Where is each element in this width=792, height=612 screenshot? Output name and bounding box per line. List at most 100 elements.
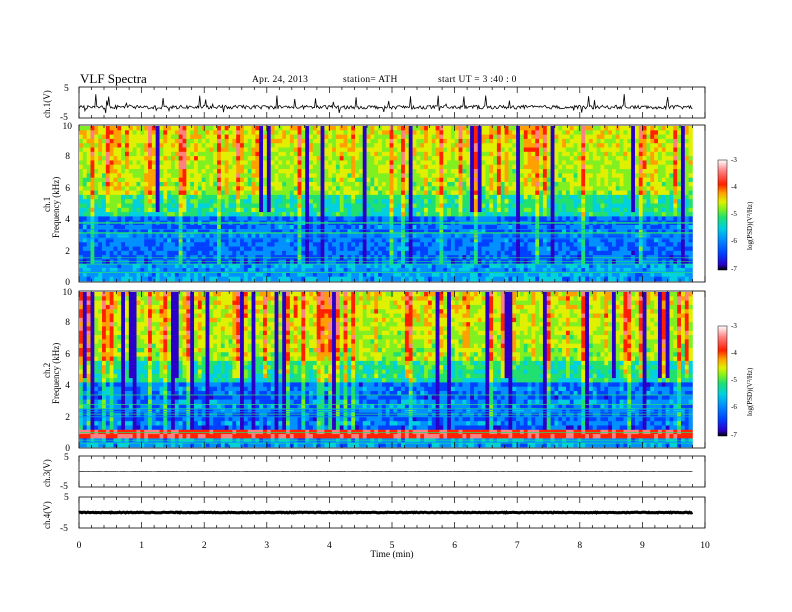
spectrogram-cell — [381, 229, 387, 234]
spectrogram-cell — [665, 156, 670, 161]
spectrogram-cell — [366, 216, 371, 222]
spectrogram-cell — [186, 246, 191, 252]
spectrogram-cell — [297, 130, 302, 135]
spectrogram-cell — [443, 199, 448, 204]
spectrogram-cell — [554, 156, 559, 161]
spectrogram-cell — [102, 138, 107, 144]
spectrogram-cell — [489, 151, 494, 157]
spectrogram-cell — [546, 237, 551, 243]
spectrogram-cell — [489, 229, 494, 234]
spectrogram-cell — [324, 164, 329, 170]
spectrogram-cell — [286, 169, 291, 174]
spectrogram-cell — [236, 156, 241, 161]
spectrogram-cell — [420, 126, 425, 131]
spectrogram-cell — [109, 216, 114, 222]
spectrogram-cell — [496, 151, 502, 157]
spectrogram-cell — [516, 237, 521, 243]
spectrogram-cell — [201, 130, 206, 135]
spectrogram-cell — [615, 237, 620, 243]
spectrogram-cell — [504, 164, 509, 170]
spectrogram-cell — [205, 246, 210, 252]
spectrogram-cell — [82, 212, 87, 217]
spectrogram-cell — [493, 169, 498, 174]
spectrogram-cell — [171, 177, 176, 183]
spectrogram-cell — [174, 160, 179, 166]
spectrogram-cell — [512, 173, 517, 178]
spectrogram-cell — [117, 216, 122, 222]
spectrogram-cell — [562, 156, 567, 161]
spectrogram-cell — [132, 151, 137, 157]
spectrogram-cell — [408, 237, 413, 243]
spectrogram-cell — [420, 190, 425, 196]
spectrogram-cell — [638, 147, 643, 153]
spectrogram-cell — [688, 216, 693, 222]
spectrogram-cell — [454, 130, 459, 135]
spectrogram-cell — [554, 225, 559, 230]
spectrogram-cell — [669, 181, 674, 187]
spectrogram-cell — [565, 143, 571, 148]
spectrogram-cell — [270, 220, 275, 226]
spectrogram-cell — [473, 156, 479, 161]
spectrogram-cell — [328, 212, 333, 217]
spectrogram-cell — [531, 250, 536, 256]
spectrogram-cell — [190, 229, 195, 234]
spectrogram-cell — [381, 164, 387, 170]
spectrogram-cell — [638, 203, 643, 209]
spectrogram-cell — [458, 225, 463, 230]
spectrogram-cell — [155, 237, 160, 243]
spectrogram-cell — [232, 203, 237, 209]
spectrogram-cell — [439, 164, 444, 170]
spectrogram-cell — [117, 237, 122, 243]
spectrogram-cell — [588, 169, 594, 174]
spectrogram-cell — [136, 151, 141, 157]
spectrogram-cell — [554, 181, 559, 187]
spectrogram-cell — [159, 225, 164, 230]
spectrogram-cell — [362, 250, 367, 256]
spectrogram-cell — [309, 250, 314, 256]
spectrogram-cell — [278, 212, 283, 217]
spectrogram-cell — [144, 190, 149, 196]
spectrogram-cell — [401, 237, 406, 243]
spectrogram-cell — [600, 203, 605, 209]
spectrogram-cell — [194, 134, 199, 140]
spectrogram-cell — [309, 237, 314, 243]
spectrogram-cell — [381, 237, 387, 243]
spectrogram-cell — [343, 199, 348, 204]
spectrogram-cell — [286, 207, 291, 213]
spectrogram-cell — [393, 151, 398, 157]
spectrogram-cell — [385, 134, 390, 140]
spectrogram-cell — [615, 242, 620, 247]
spectrogram-cell — [684, 181, 689, 187]
spectrogram-cell — [516, 186, 521, 191]
spectrogram-cell — [121, 143, 126, 148]
spectrogram-cell — [596, 143, 601, 148]
spectrogram-cell — [427, 147, 433, 153]
spectrogram-cell — [182, 134, 187, 140]
spectrogram-cell — [316, 130, 321, 135]
spectrogram-cell — [550, 173, 555, 178]
spectrogram-cell — [289, 233, 295, 239]
spectrogram-cell — [370, 207, 375, 213]
spectrogram-cell — [167, 242, 172, 247]
spectrogram-cell — [355, 156, 360, 161]
spectrogram-cell — [454, 216, 459, 222]
spectrogram-cell — [217, 194, 222, 200]
spectrogram-cell — [201, 151, 206, 157]
spectrogram-cell — [508, 177, 513, 183]
spectrogram-cell — [665, 216, 670, 222]
spectrogram-cell — [297, 164, 302, 170]
spectrogram-cell — [90, 173, 95, 178]
spectrogram-cell — [631, 203, 636, 209]
spectrogram-cell — [197, 203, 202, 209]
spectrogram-cell — [627, 207, 632, 213]
spectrogram-cell — [516, 203, 521, 209]
spectrogram-cell — [592, 207, 597, 213]
spectrogram-cell — [577, 156, 582, 161]
spectrogram-cell — [293, 199, 298, 204]
spectrogram-cell — [309, 246, 314, 252]
spectrogram-cell — [489, 194, 494, 200]
spectrogram-cell — [305, 186, 310, 191]
spectrogram-cell — [397, 164, 402, 170]
spectrogram-cell — [128, 173, 133, 178]
spectrogram-cell — [282, 156, 287, 161]
